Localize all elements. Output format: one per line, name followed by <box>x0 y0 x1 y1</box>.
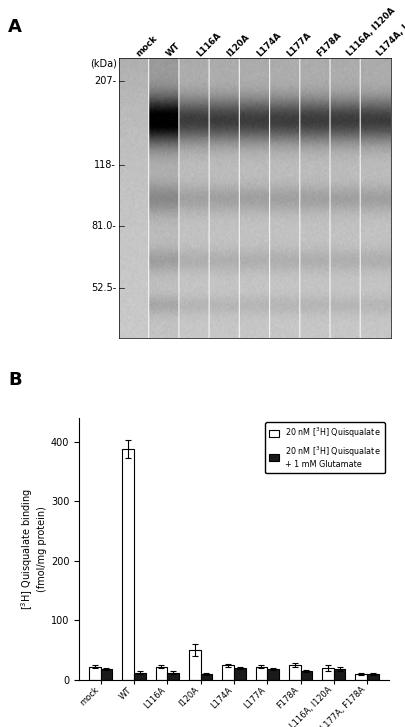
Bar <box>134 672 146 680</box>
Bar <box>367 674 379 680</box>
Bar <box>234 668 245 680</box>
Bar <box>200 674 212 680</box>
Bar <box>356 674 367 680</box>
Bar <box>301 671 312 680</box>
Text: L174A: L174A <box>255 31 283 58</box>
Text: 52.5-: 52.5- <box>91 283 116 293</box>
Bar <box>156 667 167 680</box>
Text: L174A, L177A, F178A: L174A, L177A, F178A <box>376 0 405 58</box>
Legend: 20 nM [$^3$H] Quisqualate, 20 nM [$^3$H] Quisqualate
+ 1 mM Glutamate: 20 nM [$^3$H] Quisqualate, 20 nM [$^3$H]… <box>265 422 385 473</box>
Text: mock: mock <box>134 33 159 58</box>
Text: (kDa): (kDa) <box>91 58 117 68</box>
Text: L116A, I120A: L116A, I120A <box>345 7 397 58</box>
Bar <box>322 668 334 680</box>
Bar <box>222 665 234 680</box>
Bar <box>167 672 179 680</box>
Bar <box>289 665 301 680</box>
Text: B: B <box>8 371 22 389</box>
Bar <box>100 669 112 680</box>
Text: A: A <box>8 18 22 36</box>
Text: 81.0-: 81.0- <box>92 221 116 231</box>
Bar <box>189 650 200 680</box>
Bar <box>267 669 279 680</box>
Y-axis label: [$^3$H] Quisqualate binding
(fmol/mg protein): [$^3$H] Quisqualate binding (fmol/mg pro… <box>19 488 47 610</box>
Text: I120A: I120A <box>225 32 251 58</box>
Text: L116A: L116A <box>195 31 222 58</box>
Text: L177A: L177A <box>285 31 313 58</box>
Text: 207-: 207- <box>94 76 116 86</box>
Bar <box>256 667 267 680</box>
Text: 118-: 118- <box>94 159 116 169</box>
Text: WT: WT <box>165 41 182 58</box>
Bar <box>89 667 100 680</box>
Text: F178A: F178A <box>315 31 343 58</box>
Bar <box>334 669 345 680</box>
Bar <box>122 449 134 680</box>
